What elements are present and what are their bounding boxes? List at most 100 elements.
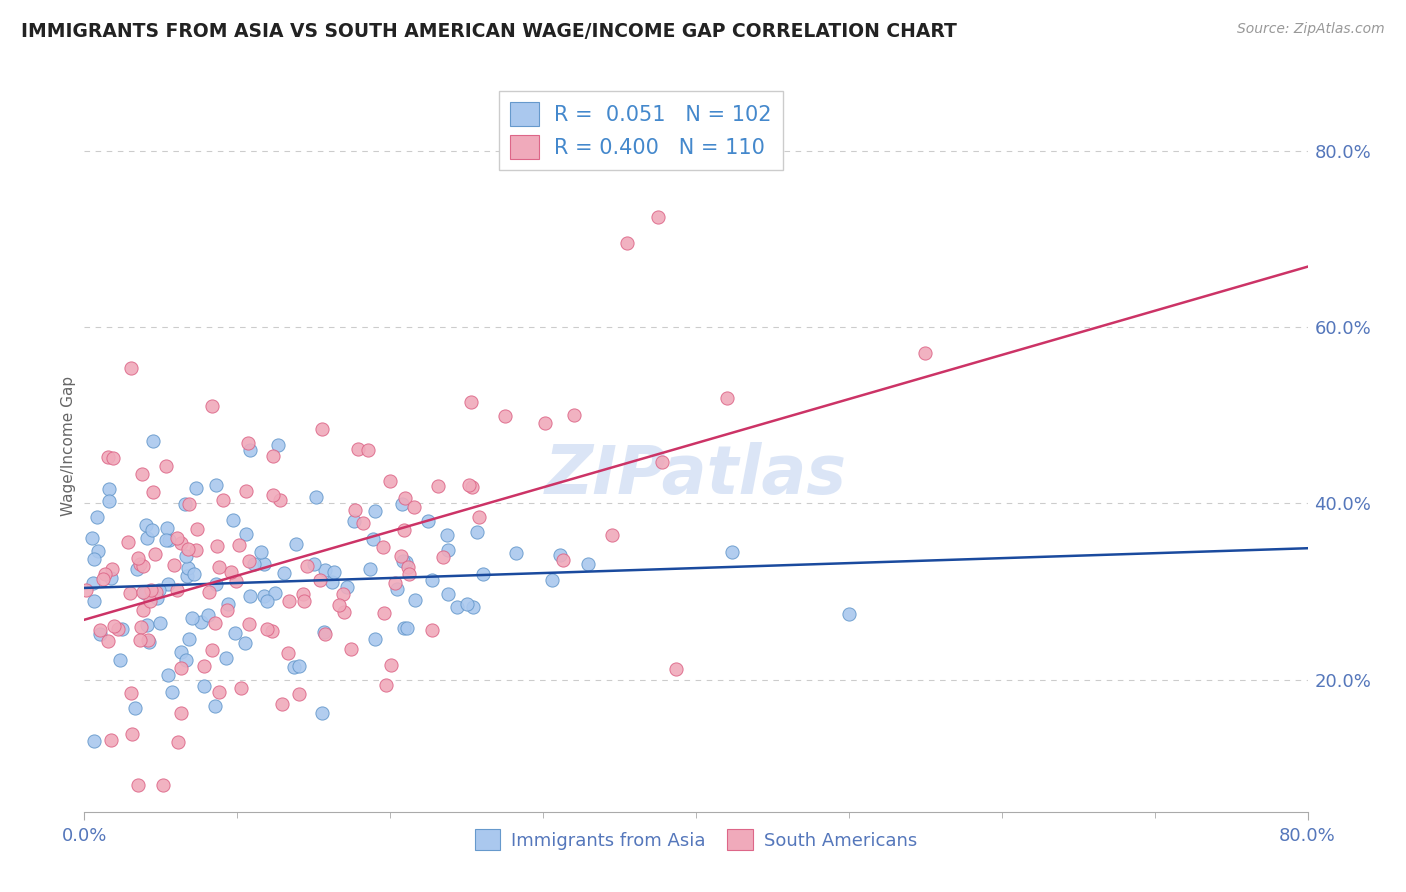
- Point: [647, 210, 669, 224]
- Point: [184, 543, 207, 558]
- Text: Source: ZipAtlas.com: Source: ZipAtlas.com: [1237, 22, 1385, 37]
- Point: [224, 625, 246, 640]
- Point: [262, 624, 284, 638]
- Point: [169, 661, 191, 675]
- Point: [217, 603, 239, 617]
- Point: [420, 573, 443, 587]
- Point: [540, 573, 562, 587]
- Point: [461, 480, 484, 494]
- Text: IMMIGRANTS FROM ASIA VS SOUTH AMERICAN WAGE/INCOME GAP CORRELATION CHART: IMMIGRANTS FROM ASIA VS SOUTH AMERICAN W…: [21, 22, 957, 41]
- Point: [91, 572, 114, 586]
- Point: [82, 576, 104, 591]
- Point: [432, 549, 454, 564]
- Point: [359, 561, 381, 575]
- Point: [190, 615, 212, 629]
- Point: [264, 585, 287, 599]
- Point: [394, 491, 416, 505]
- Point: [238, 554, 260, 568]
- Point: [204, 698, 226, 713]
- Point: [80, 531, 103, 545]
- Point: [321, 574, 343, 589]
- Point: [233, 635, 256, 649]
- Point: [101, 562, 124, 576]
- Point: [176, 569, 198, 583]
- Point: [838, 607, 860, 621]
- Point: [392, 554, 415, 568]
- Point: [207, 539, 229, 553]
- Point: [323, 566, 346, 580]
- Point: [357, 442, 380, 457]
- Point: [100, 732, 122, 747]
- Point: [170, 706, 193, 720]
- Point: [283, 660, 305, 674]
- Point: [94, 566, 117, 581]
- Point: [162, 684, 184, 698]
- Point: [173, 497, 195, 511]
- Point: [157, 577, 180, 591]
- Point: [553, 553, 575, 567]
- Point: [312, 625, 335, 640]
- Point: [392, 621, 415, 635]
- Point: [193, 659, 215, 673]
- Point: [228, 538, 250, 552]
- Point: [163, 558, 186, 572]
- Point: [127, 778, 149, 792]
- Point: [328, 598, 350, 612]
- Point: [146, 591, 169, 606]
- Point: [384, 575, 406, 590]
- Point: [720, 544, 742, 558]
- Point: [155, 533, 177, 547]
- Point: [138, 635, 160, 649]
- Point: [505, 546, 527, 560]
- Point: [222, 513, 245, 527]
- Point: [208, 559, 231, 574]
- Point: [129, 620, 152, 634]
- Point: [156, 668, 179, 682]
- Point: [343, 514, 366, 528]
- Point: [651, 455, 673, 469]
- Point: [170, 644, 193, 658]
- Point: [256, 594, 278, 608]
- Point: [238, 616, 260, 631]
- Point: [177, 542, 200, 557]
- Point: [250, 544, 273, 558]
- Point: [174, 653, 197, 667]
- Point: [111, 623, 134, 637]
- Point: [396, 621, 419, 635]
- Point: [132, 603, 155, 617]
- Point: [914, 346, 936, 360]
- Point: [183, 566, 205, 581]
- Point: [129, 557, 152, 571]
- Point: [256, 622, 278, 636]
- Point: [373, 606, 395, 620]
- Point: [308, 574, 330, 588]
- Point: [437, 542, 460, 557]
- Point: [562, 408, 585, 422]
- Point: [269, 493, 291, 508]
- Point: [420, 623, 443, 637]
- Point: [117, 535, 139, 549]
- Point: [129, 633, 152, 648]
- Point: [89, 624, 111, 638]
- Point: [83, 734, 105, 748]
- Point: [127, 550, 149, 565]
- Point: [124, 701, 146, 715]
- Point: [205, 477, 228, 491]
- Point: [278, 594, 301, 608]
- Point: [352, 516, 374, 531]
- Point: [214, 650, 236, 665]
- Point: [262, 449, 284, 463]
- Point: [292, 594, 315, 608]
- Point: [314, 627, 336, 641]
- Point: [277, 646, 299, 660]
- Point: [204, 615, 226, 630]
- Point: [98, 482, 121, 496]
- Point: [398, 567, 420, 582]
- Point: [533, 416, 555, 430]
- Point: [97, 634, 120, 648]
- Point: [141, 523, 163, 537]
- Point: [472, 567, 495, 582]
- Point: [311, 421, 333, 435]
- Point: [75, 583, 97, 598]
- Point: [212, 492, 235, 507]
